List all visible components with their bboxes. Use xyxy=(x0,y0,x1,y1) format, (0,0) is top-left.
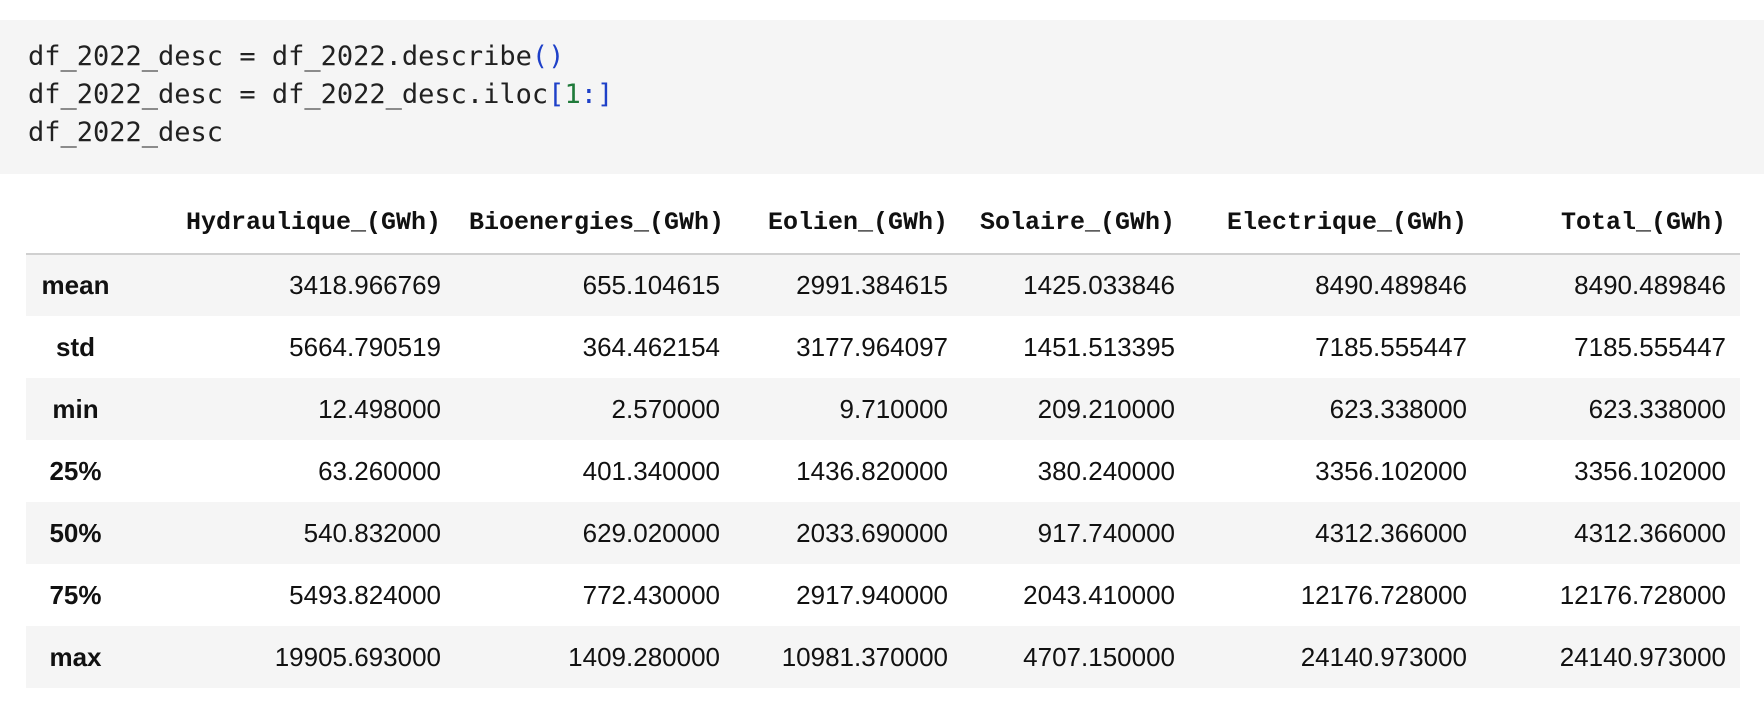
code-line-1: df_2022_desc = df_2022.describe() xyxy=(28,38,1736,76)
table-cell: 10981.370000 xyxy=(781,641,948,672)
table-cell: 209.210000 xyxy=(1037,393,1175,424)
code-bracket: :] xyxy=(580,79,614,110)
table-cell: 9.710000 xyxy=(839,393,948,424)
row-label: 75% xyxy=(49,579,102,610)
table-cell: 7185.555447 xyxy=(1574,331,1726,362)
row-label: 25% xyxy=(49,455,102,486)
cell-output: Hydraulique_(GWh) Bioenergies_(GWh) Eoli… xyxy=(26,192,1740,688)
dataframe-table: Hydraulique_(GWh) Bioenergies_(GWh) Eoli… xyxy=(26,192,1740,688)
code-line-3: df_2022_desc xyxy=(28,114,1736,152)
table-cell: 1451.513395 xyxy=(1023,331,1175,362)
table-cell: 8490.489846 xyxy=(1574,270,1726,300)
table-cell: 24140.973000 xyxy=(1559,641,1726,672)
table-cell: 1425.033846 xyxy=(1023,270,1175,300)
table-row: 75% 5493.824000 772.430000 2917.940000 2… xyxy=(26,564,1740,626)
table-cell: 63.260000 xyxy=(318,455,441,486)
column-header: Eolien_(GWh) xyxy=(734,192,962,255)
table-cell: 623.338000 xyxy=(1588,393,1726,424)
code-cell-input[interactable]: df_2022_desc = df_2022.describe() df_202… xyxy=(0,20,1764,174)
table-cell: 2917.940000 xyxy=(796,579,948,610)
table-cell: 540.832000 xyxy=(303,517,441,548)
table-cell: 364.462154 xyxy=(582,331,720,362)
table-cell: 3356.102000 xyxy=(1574,455,1726,486)
table-cell: 5493.824000 xyxy=(289,579,441,610)
table-cell: 401.340000 xyxy=(582,455,720,486)
row-label: max xyxy=(49,641,102,672)
row-label: std xyxy=(56,331,95,362)
table-cell: 2.570000 xyxy=(611,393,720,424)
table-cell: 7185.555447 xyxy=(1315,331,1467,362)
column-header: Solaire_(GWh) xyxy=(962,192,1189,255)
code-text: df_2022_desc xyxy=(28,117,224,148)
table-cell: 19905.693000 xyxy=(274,641,441,672)
table-cell: 2043.410000 xyxy=(1023,579,1175,610)
table-cell: 3177.964097 xyxy=(796,331,948,362)
table-row: std 5664.790519 364.462154 3177.964097 1… xyxy=(26,316,1740,378)
code-bracket: [ xyxy=(548,79,565,110)
column-header: Total_(GWh) xyxy=(1481,192,1740,255)
table-cell: 380.240000 xyxy=(1037,455,1175,486)
code-text: df_2022_desc = df_2022_desc.iloc xyxy=(28,79,549,110)
column-header: Hydraulique_(GWh) xyxy=(125,192,455,255)
table-row: max 19905.693000 1409.280000 10981.37000… xyxy=(26,626,1740,688)
row-label: mean xyxy=(41,270,110,300)
table-header-row: Hydraulique_(GWh) Bioenergies_(GWh) Eoli… xyxy=(26,192,1740,255)
table-cell: 12.498000 xyxy=(318,393,441,424)
table-cell: 655.104615 xyxy=(582,270,720,300)
table-cell: 623.338000 xyxy=(1329,393,1467,424)
row-label: 50% xyxy=(49,517,102,548)
table-cell: 12176.728000 xyxy=(1300,579,1467,610)
index-header xyxy=(26,192,125,255)
table-cell: 1409.280000 xyxy=(568,641,720,672)
row-label: min xyxy=(52,393,99,424)
column-header: Electrique_(GWh) xyxy=(1189,192,1481,255)
code-line-2: df_2022_desc = df_2022_desc.iloc[1:] xyxy=(28,76,1736,114)
table-cell: 772.430000 xyxy=(582,579,720,610)
table-cell: 917.740000 xyxy=(1037,517,1175,548)
table-cell: 3356.102000 xyxy=(1315,455,1467,486)
table-cell: 629.020000 xyxy=(582,517,720,548)
table-row: 25% 63.260000 401.340000 1436.820000 380… xyxy=(26,440,1740,502)
table-cell: 2033.690000 xyxy=(796,517,948,548)
table-cell: 4312.366000 xyxy=(1574,517,1726,548)
table-cell: 3418.966769 xyxy=(289,270,441,300)
table-cell: 12176.728000 xyxy=(1559,579,1726,610)
table-cell: 8490.489846 xyxy=(1315,270,1467,300)
code-paren: () xyxy=(531,41,565,72)
table-cell: 5664.790519 xyxy=(289,331,441,362)
code-text: df_2022_desc = df_2022.describe xyxy=(28,41,532,72)
column-header: Bioenergies_(GWh) xyxy=(455,192,734,255)
table-cell: 4312.366000 xyxy=(1315,517,1467,548)
table-cell: 2991.384615 xyxy=(796,270,948,300)
table-cell: 4707.150000 xyxy=(1023,641,1175,672)
table-cell: 1436.820000 xyxy=(796,455,948,486)
table-row: min 12.498000 2.570000 9.710000 209.2100… xyxy=(26,378,1740,440)
table-row: 50% 540.832000 629.020000 2033.690000 91… xyxy=(26,502,1740,564)
table-row: mean 3418.966769 655.104615 2991.384615 … xyxy=(26,254,1740,316)
table-cell: 24140.973000 xyxy=(1300,641,1467,672)
code-number: 1 xyxy=(564,79,581,110)
